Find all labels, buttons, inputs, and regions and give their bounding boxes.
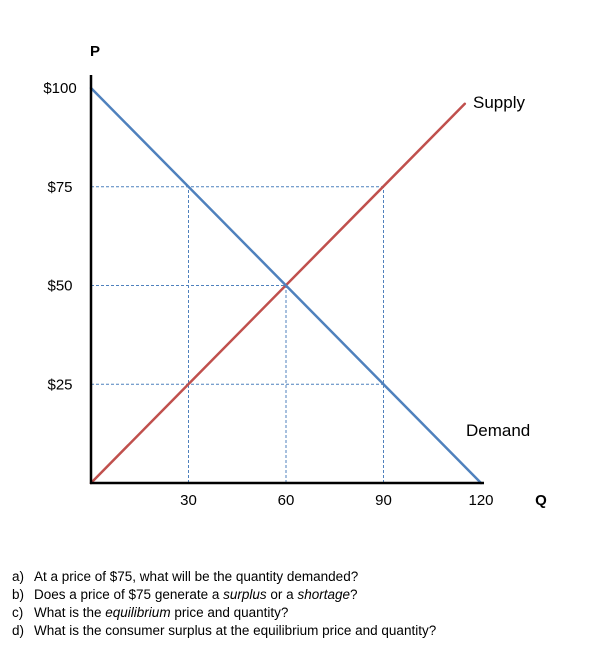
supply-demand-chart: 30 60 90 120 $25 $50 $75 $100 P Q Supply Deman… <box>43 43 547 509</box>
question-item: a) At a price of $75, what will be the qu… <box>12 568 436 586</box>
supply-curve-label: Supply <box>473 93 525 112</box>
question-marker: a) <box>12 569 25 584</box>
question-text-part: price and quantity? <box>170 605 289 620</box>
question-text-part: ? <box>349 587 358 602</box>
x-axis-title: Q <box>535 492 547 509</box>
question-text: At a price of $75, what will be the quan… <box>34 568 358 586</box>
curves <box>89 86 483 485</box>
y-tick-labels: $25 $50 $75 $100 <box>43 80 76 393</box>
question-item: d) What is the consumer surplus at the eq… <box>12 622 436 640</box>
demand-curve <box>89 86 483 485</box>
demand-curve-label: Demand <box>466 421 530 440</box>
supply-curve <box>89 102 467 485</box>
y-tick-label: $50 <box>47 278 72 295</box>
question-marker: d) <box>12 623 25 638</box>
y-axis-title: P <box>90 43 100 60</box>
question-text: What is the equilibrium price and quanti… <box>34 604 288 622</box>
question-text: Does a price of $75 generate a surplus o… <box>34 586 358 604</box>
question-text-part: At a price of $75, what will be the quan… <box>34 569 359 584</box>
guide-lines <box>91 186 384 483</box>
question-emphasis: equilibrium <box>105 605 171 620</box>
question-text-part: or a <box>266 587 298 602</box>
x-tick-label: 90 <box>375 492 392 509</box>
question-emphasis: shortage <box>297 587 350 602</box>
x-tick-label: 30 <box>180 492 197 509</box>
question-item: b) Does a price of $75 generate a surplus… <box>12 586 436 604</box>
question-emphasis: surplus <box>223 587 267 602</box>
question-marker: b) <box>12 587 25 602</box>
x-tick-label: 60 <box>278 492 295 509</box>
y-tick-label: $100 <box>43 80 76 97</box>
question-text: What is the consumer surplus at the equi… <box>34 622 436 640</box>
y-tick-label: $25 <box>47 376 72 393</box>
question-marker: c) <box>12 605 24 620</box>
question-text-part: What is the <box>34 605 106 620</box>
x-tick-label: 120 <box>468 492 493 509</box>
question-list: a) At a price of $75, what will be the qu… <box>12 568 436 640</box>
question-text-part: What is the consumer surplus at the equi… <box>34 623 437 638</box>
y-tick-label: $75 <box>47 179 72 196</box>
x-tick-labels: 30 60 90 120 <box>180 492 493 509</box>
question-item: c) What is the equilibrium price and quan… <box>12 604 436 622</box>
question-text-part: Does a price of $75 generate a <box>34 587 224 602</box>
